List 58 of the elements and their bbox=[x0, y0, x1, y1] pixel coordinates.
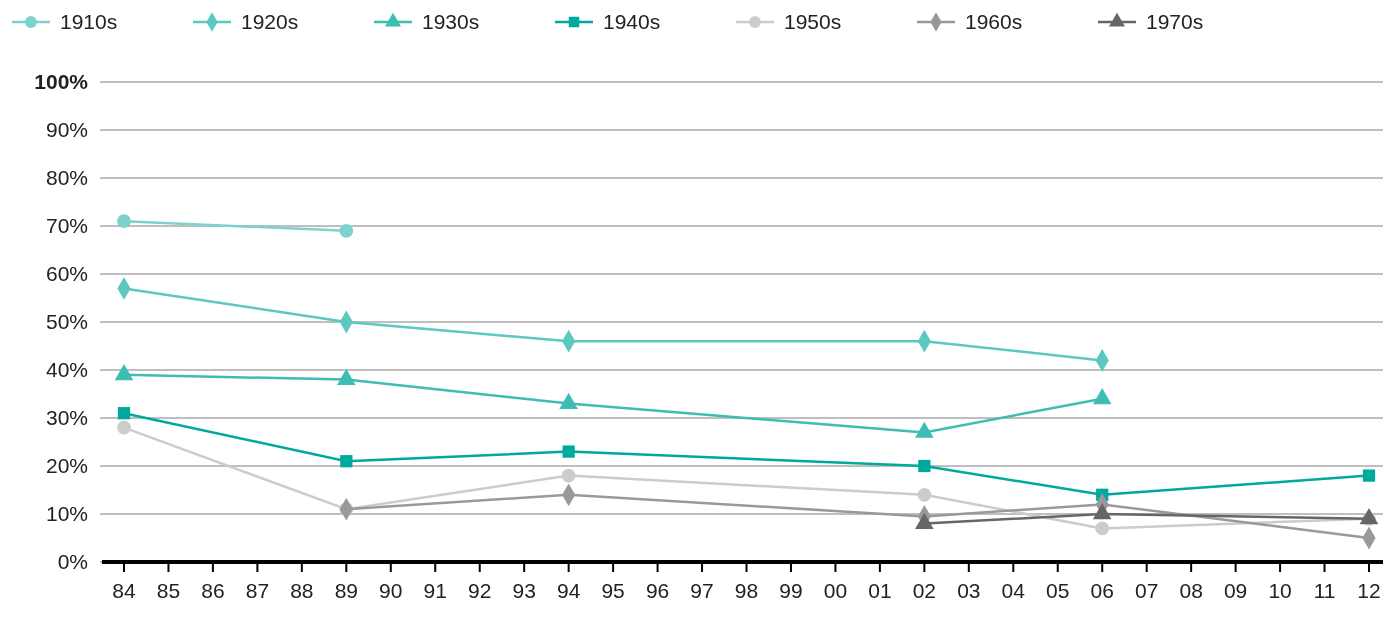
x-tick-label: 04 bbox=[1001, 579, 1026, 602]
x-tick-label: 93 bbox=[512, 579, 536, 602]
x-tick-label: 99 bbox=[779, 579, 803, 602]
x-tick-label: 06 bbox=[1090, 579, 1114, 602]
x-tick-label: 03 bbox=[957, 579, 981, 602]
x-tick-label: 87 bbox=[245, 579, 270, 602]
y-tick-label: 90% bbox=[45, 118, 88, 142]
legend-label: 1940s bbox=[603, 10, 661, 34]
x-tick-label: 97 bbox=[690, 579, 714, 602]
y-tick-label: 60% bbox=[45, 262, 88, 286]
x-tick-label: 98 bbox=[734, 579, 759, 602]
x-tick-label: 02 bbox=[912, 579, 937, 602]
point bbox=[117, 214, 131, 229]
y-tick-label: 40% bbox=[45, 358, 88, 382]
x-tick-label: 12 bbox=[1357, 579, 1381, 602]
x-tick-label: 92 bbox=[468, 579, 492, 602]
y-tick-label: 10% bbox=[45, 502, 88, 526]
x-tick-label: 10 bbox=[1268, 579, 1292, 602]
legend-label: 1930s bbox=[422, 10, 480, 34]
x-tick-label: 90 bbox=[379, 579, 403, 602]
x-tick-label: 89 bbox=[334, 579, 358, 602]
point bbox=[1095, 521, 1110, 536]
x-tick-label: 00 bbox=[823, 579, 848, 602]
x-tick-label: 05 bbox=[1046, 579, 1070, 602]
y-tick-label: 0% bbox=[57, 550, 88, 574]
y-tick-label: 50% bbox=[45, 310, 88, 334]
x-tick-label: 96 bbox=[645, 579, 670, 602]
legend-label: 1960s bbox=[965, 10, 1023, 34]
y-tick-label: 20% bbox=[45, 454, 88, 478]
y-tick-label: 30% bbox=[45, 406, 88, 430]
x-tick-label: 07 bbox=[1135, 579, 1159, 602]
x-tick-label: 95 bbox=[601, 579, 625, 602]
legend-label: 1970s bbox=[1146, 10, 1204, 34]
x-tick-label: 11 bbox=[1313, 579, 1336, 602]
legend-label: 1950s bbox=[784, 10, 842, 34]
y-tick-label: 80% bbox=[45, 166, 88, 190]
point bbox=[917, 487, 932, 502]
point bbox=[340, 455, 353, 468]
legend-label: 1920s bbox=[241, 10, 299, 34]
legend-label: 1910s bbox=[60, 10, 118, 34]
point bbox=[339, 223, 354, 238]
point bbox=[117, 407, 131, 420]
point bbox=[561, 468, 576, 483]
point bbox=[117, 420, 131, 435]
x-tick-label: 91 bbox=[423, 579, 447, 602]
x-tick-label: 88 bbox=[290, 579, 314, 602]
x-tick-label: 86 bbox=[201, 579, 225, 602]
x-tick-label: 09 bbox=[1223, 579, 1248, 602]
point bbox=[918, 459, 931, 473]
point bbox=[1362, 469, 1376, 482]
y-tick-label: 100% bbox=[34, 70, 89, 94]
x-tick-label: 94 bbox=[556, 579, 581, 602]
x-tick-label: 08 bbox=[1179, 579, 1203, 602]
y-tick-label: 70% bbox=[45, 214, 88, 238]
x-tick-label: 01 bbox=[868, 579, 892, 602]
x-tick-label: 84 bbox=[112, 579, 136, 602]
x-tick-label: 85 bbox=[156, 579, 181, 602]
point bbox=[562, 445, 575, 458]
